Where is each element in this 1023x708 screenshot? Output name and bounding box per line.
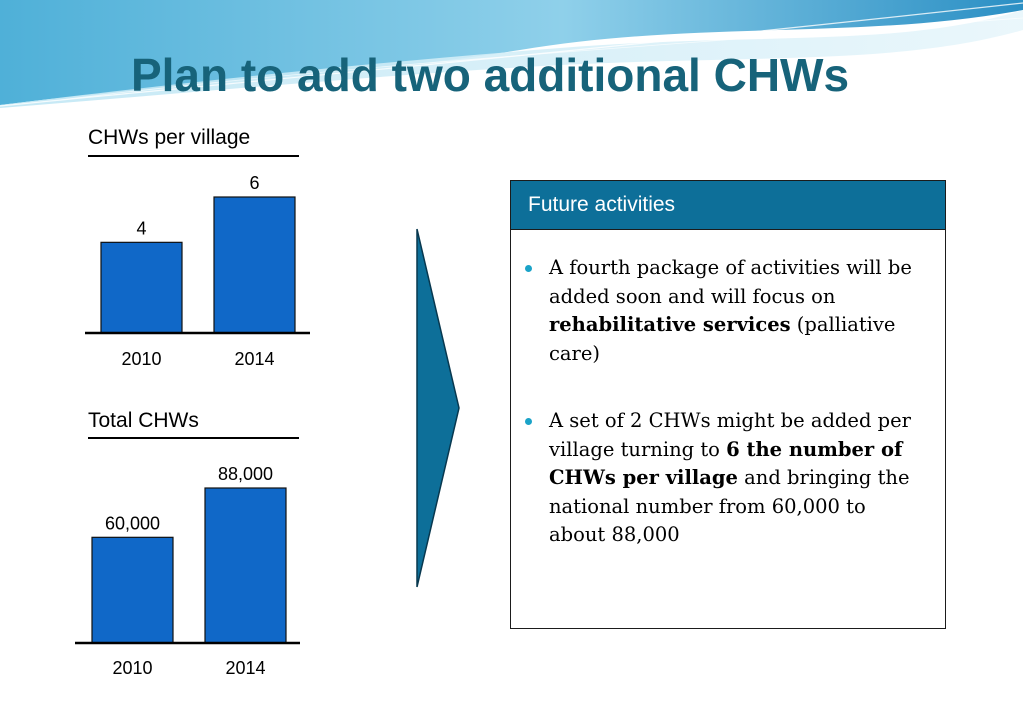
x-tick-label: 2010	[121, 349, 161, 369]
panel-header-label: Future activities	[528, 193, 676, 216]
panel-header: Future activities	[511, 181, 945, 230]
x-tick-label: 2014	[234, 349, 274, 369]
bullet-1-bold: rehabilitative services	[549, 313, 791, 336]
future-activities-panel: Future activities A fourth package of ac…	[510, 180, 946, 629]
data-label: 88,000	[218, 464, 273, 484]
data-label: 6	[249, 173, 259, 193]
bar	[100, 241, 183, 334]
chart-2: 60,000 2010 88,000 2014	[75, 464, 300, 678]
bullet-2-bold: 6 the number of CHWs per village	[549, 437, 903, 490]
data-label: 60,000	[105, 513, 160, 533]
bullet-item: A fourth package of activities will be a…	[525, 254, 925, 368]
chart-2-title: Total CHWs	[88, 409, 199, 432]
bullet-dot-icon	[525, 265, 532, 272]
header-wave-decoration	[0, 0, 1023, 108]
bar	[204, 487, 287, 644]
data-label: 4	[136, 218, 146, 238]
x-tick-label: 2010	[112, 658, 152, 678]
arrow-shape	[416, 228, 460, 588]
bar	[213, 196, 296, 334]
chart-2-title-rule	[88, 437, 299, 439]
bullet-2-text: A set of 2 CHWs might be added per villa…	[549, 409, 911, 461]
chart-1-title: CHWs per village	[88, 126, 251, 149]
chart-1-title-rule	[88, 155, 299, 157]
page-title: Plan to add two additional CHWs	[130, 49, 850, 101]
bullet-2-text-end: and bringing the national number from 60…	[549, 466, 910, 546]
x-tick-label: 2014	[225, 658, 265, 678]
bullet-item: A set of 2 CHWs might be added per villa…	[525, 407, 925, 550]
bar	[91, 536, 174, 644]
bullet-dot-icon	[525, 418, 532, 425]
chevron-arrow-icon	[416, 228, 460, 588]
bullet-1-text-end: (palliative care)	[549, 313, 896, 365]
chart-1: 4 2010 6 2014	[85, 173, 310, 369]
bullet-1-text: A fourth package of activities will be a…	[549, 256, 912, 308]
